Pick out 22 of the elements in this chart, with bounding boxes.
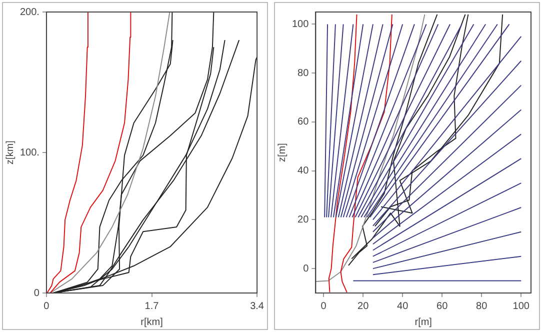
x-tick-label: 60: [436, 300, 448, 312]
y-tick-label: 0: [34, 288, 40, 299]
y-axis-title: z[km]: [4, 140, 16, 164]
x-tick-label: 100: [512, 300, 530, 312]
y-tick-label: 80: [298, 68, 310, 79]
x-axis-title: r[m]: [414, 316, 432, 328]
y-tick-label: 100.: [20, 147, 40, 158]
x-tick-label: 40: [397, 300, 409, 312]
y-tick-label: 100: [292, 18, 310, 30]
y-tick-label: 60: [298, 116, 310, 128]
x-tick-label: 0: [320, 300, 327, 312]
y-tick-label: 0: [303, 263, 310, 274]
y-tick-label: 200.: [20, 6, 40, 18]
y-tick-label: 40: [298, 166, 310, 177]
x-tick-label: 80: [476, 300, 488, 312]
x-tick-label: 20: [358, 300, 370, 312]
x-tick-label: 3.4: [250, 300, 264, 312]
x-axis-title: r[km]: [140, 316, 164, 328]
y-axis-title: z[m]: [276, 142, 288, 162]
x-tick-label: 0: [44, 300, 50, 312]
x-tick-label: 1.7: [144, 300, 160, 312]
y-tick-label: 20: [298, 214, 310, 226]
